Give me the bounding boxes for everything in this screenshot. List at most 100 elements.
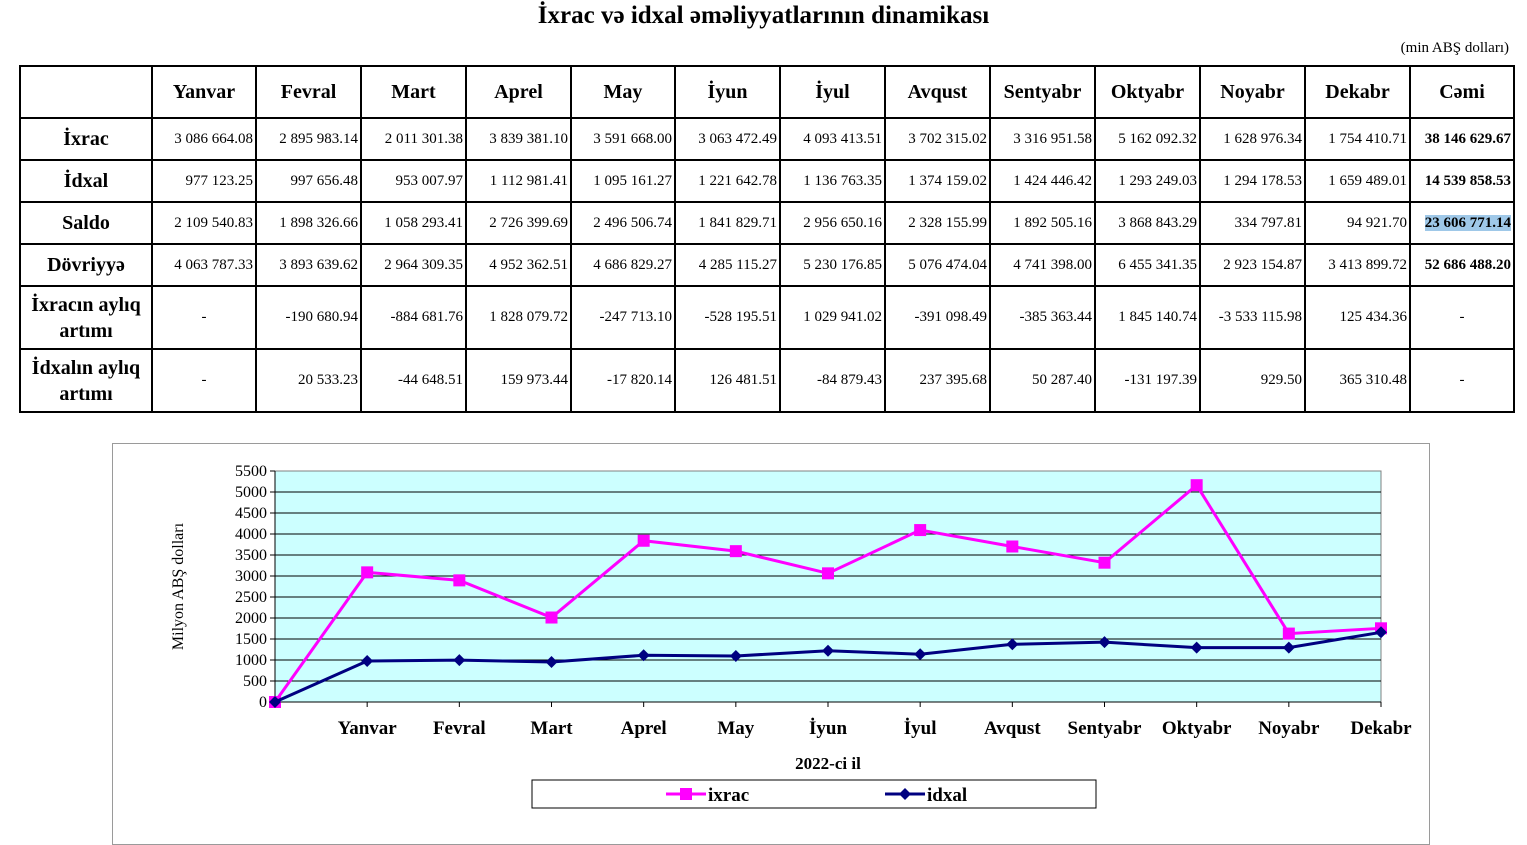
table-cell: 1 293 249.03 — [1094, 159, 1201, 203]
table-cell: 2 923 154.87 — [1199, 243, 1306, 287]
y-tick-label: 2500 — [235, 589, 267, 606]
table-cell: 2 109 540.83 — [151, 201, 257, 245]
y-tick-label: 4500 — [235, 505, 267, 522]
row-header: İxracın aylıq artımı — [19, 285, 153, 350]
table-cell: 365 310.48 — [1304, 348, 1411, 413]
y-tick-label: 500 — [243, 673, 267, 690]
data-point-idxal — [545, 655, 558, 668]
table-row: İdxalın aylıq artımı -20 533.23 -44 648.51… — [19, 348, 1515, 413]
x-tick-label: Aprel — [621, 718, 667, 739]
table-cell: 2 726 399.69 — [465, 201, 572, 245]
total-cell: 14 539 858.53 — [1409, 159, 1515, 203]
table-cell: 3 893 639.62 — [255, 243, 362, 287]
table-cell: 1 424 446.42 — [989, 159, 1096, 203]
data-point-idxal — [637, 649, 650, 662]
column-header: Cəmi — [1409, 65, 1515, 119]
table-cell: - — [151, 285, 257, 350]
column-header: Avqust — [884, 65, 991, 119]
table-cell: 1 029 941.02 — [779, 285, 886, 350]
column-header: Dekabr — [1304, 65, 1411, 119]
data-point-ixrac — [453, 574, 466, 587]
table-cell: 2 895 983.14 — [255, 117, 362, 161]
table-cell: 1 294 178.53 — [1199, 159, 1306, 203]
column-header: Sentyabr — [989, 65, 1096, 119]
x-tick-label: Sentyabr — [1068, 718, 1142, 739]
table-cell: -84 879.43 — [779, 348, 886, 413]
table-cell: 4 952 362.51 — [465, 243, 572, 287]
table-cell: 3 591 668.00 — [570, 117, 676, 161]
table-cell: 2 956 650.16 — [779, 201, 886, 245]
table-cell: 50 287.40 — [989, 348, 1096, 413]
table-cell: -884 681.76 — [360, 285, 467, 350]
y-tick-label: 1000 — [235, 652, 267, 669]
data-point-idxal — [1375, 626, 1387, 639]
table-cell: 125 434.36 — [1304, 285, 1411, 350]
column-header: Noyabr — [1199, 65, 1306, 119]
table-cell: 3 086 664.08 — [151, 117, 257, 161]
table-cell: 4 741 398.00 — [989, 243, 1096, 287]
total-cell: 23 606 771.14 — [1409, 201, 1515, 245]
column-header: Mart — [360, 65, 467, 119]
table-cell: 1 659 489.01 — [1304, 159, 1411, 203]
y-axis-title: Milyon ABŞ dolları — [170, 522, 187, 650]
column-header: İyun — [674, 65, 781, 119]
x-tick-label: Fevral — [433, 718, 486, 739]
table-cell: 3 868 843.29 — [1094, 201, 1201, 245]
table-cell: 3 839 381.10 — [465, 117, 572, 161]
data-point-idxal — [1006, 638, 1019, 651]
table-cell: -247 713.10 — [570, 285, 676, 350]
legend-marker-ixrac — [680, 788, 692, 800]
plot-area — [274, 470, 1382, 703]
data-point-idxal — [453, 654, 466, 667]
legend-label-ixrac: ixrac — [708, 785, 749, 806]
table-cell: 997 656.48 — [255, 159, 362, 203]
total-cell: - — [1409, 348, 1515, 413]
table-cell: 1 898 326.66 — [255, 201, 362, 245]
table-cell: 1 628 976.34 — [1199, 117, 1306, 161]
table-cell: 977 123.25 — [151, 159, 257, 203]
table-cell: 159 973.44 — [465, 348, 572, 413]
total-cell: - — [1409, 285, 1515, 350]
column-header: Yanvar — [151, 65, 257, 119]
data-point-idxal — [1282, 641, 1295, 654]
data-point-idxal — [729, 650, 742, 663]
table-cell: 1 095 161.27 — [570, 159, 676, 203]
row-header: Dövriyyə — [19, 243, 153, 287]
table-cell: 1 845 140.74 — [1094, 285, 1201, 350]
table-cell: 3 702 315.02 — [884, 117, 991, 161]
table-cell: - — [151, 348, 257, 413]
table-cell: 4 093 413.51 — [779, 117, 886, 161]
data-point-idxal — [1098, 636, 1111, 649]
table-cell: 4 285 115.27 — [674, 243, 781, 287]
table-cell: 929.50 — [1199, 348, 1306, 413]
table-cell: -17 820.14 — [570, 348, 676, 413]
y-tick-label: 4000 — [235, 526, 267, 543]
data-point-idxal — [914, 648, 927, 661]
table-cell: -391 098.49 — [884, 285, 991, 350]
table-cell: 2 496 506.74 — [570, 201, 676, 245]
table-cell: 3 316 951.58 — [989, 117, 1096, 161]
row-header: İdxalın aylıq artımı — [19, 348, 153, 413]
total-cell: 38 146 629.67 — [1409, 117, 1515, 161]
table-cell: -190 680.94 — [255, 285, 362, 350]
legend-box — [531, 779, 1097, 809]
x-tick-label: İyun — [809, 718, 847, 739]
column-header: Aprel — [465, 65, 572, 119]
table-cell: 2 011 301.38 — [360, 117, 467, 161]
y-tick-label: 0 — [259, 694, 267, 711]
data-point-idxal — [822, 644, 834, 657]
data-point-ixrac — [729, 545, 742, 558]
x-tick-label: Oktyabr — [1162, 718, 1232, 739]
table-cell: 1 221 642.78 — [674, 159, 781, 203]
column-header: Oktyabr — [1094, 65, 1201, 119]
y-tick-label: 3000 — [235, 568, 267, 585]
table-cell: 1 841 829.71 — [674, 201, 781, 245]
x-tick-label: Dekabr — [1350, 718, 1412, 739]
table-corner — [19, 65, 153, 119]
table-cell: 1 828 079.72 — [465, 285, 572, 350]
line-chart: 0 500 1000 1500 2000 2500 3000 3500 4000 4500 5000… — [170, 463, 1412, 809]
table-cell: 94 921.70 — [1304, 201, 1411, 245]
x-tick-label: Avqust — [984, 718, 1041, 739]
data-point-idxal — [361, 654, 374, 667]
legend-marker-idxal — [899, 788, 911, 800]
